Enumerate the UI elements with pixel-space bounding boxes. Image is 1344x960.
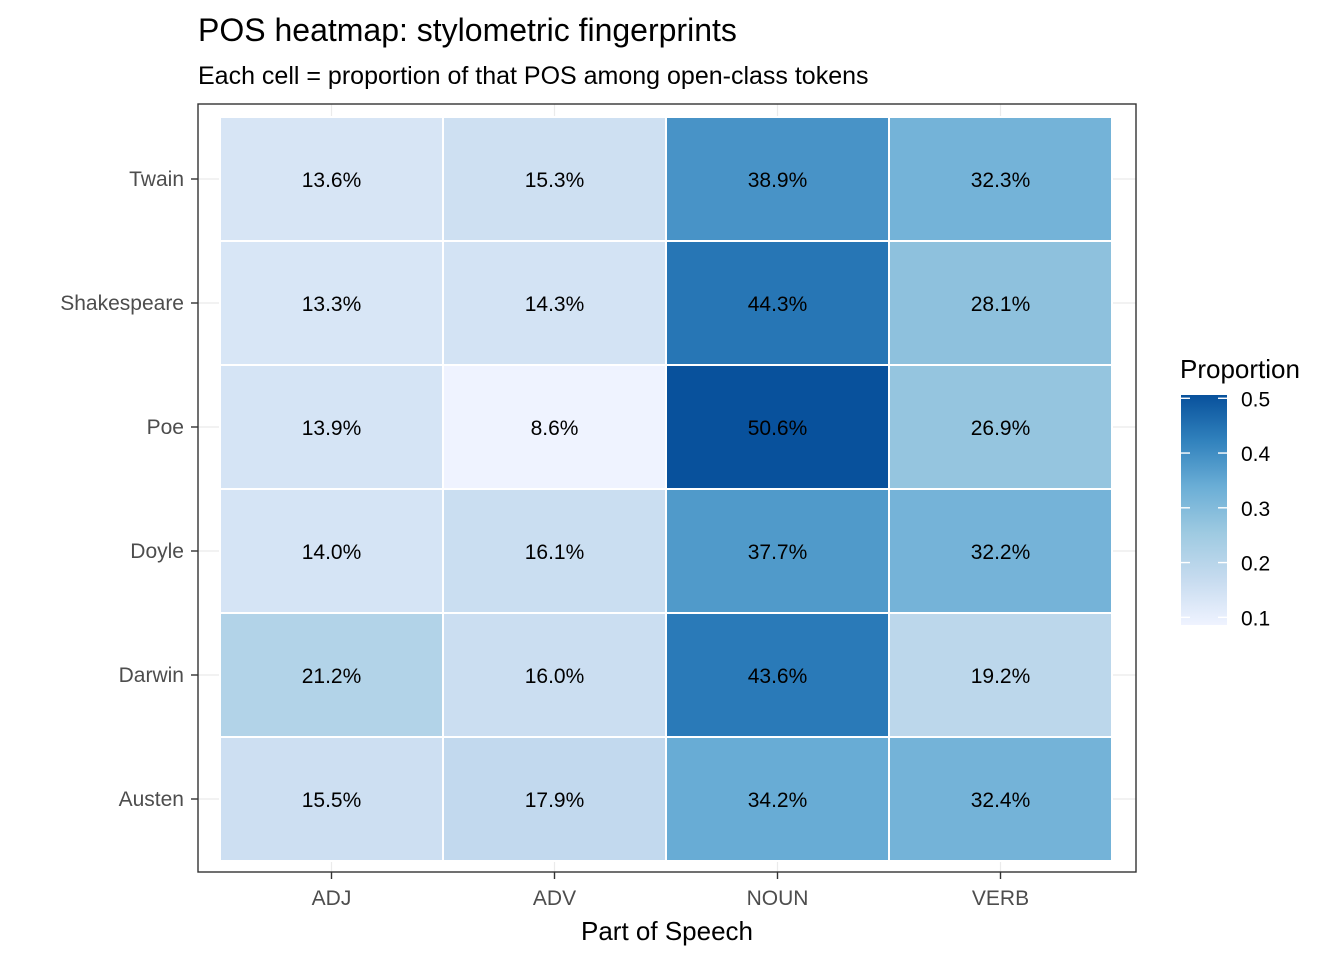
legend-tick-label: 0.2 (1241, 553, 1270, 576)
legend-colorbar (1181, 395, 1227, 625)
cell-value-label: 13.9% (302, 417, 362, 440)
legend-tick-label: 0.4 (1241, 443, 1271, 466)
cell-value-label: 13.3% (302, 293, 362, 316)
x-axis: ADJ ADV NOUN VERB (312, 872, 1029, 910)
cell-value-label: 15.5% (302, 789, 362, 812)
panel-border (197, 103, 1137, 873)
heatmap-cell-shakespeare-adv (442, 240, 667, 366)
heatmap-cells (219, 116, 1113, 862)
heatmap-cell-poe-adj (219, 364, 444, 490)
cell-value-label: 26.9% (971, 417, 1031, 440)
cell-value-label: 19.2% (971, 665, 1031, 688)
cell-value-label: 32.2% (971, 541, 1031, 564)
x-axis-title: Part of Speech (581, 916, 753, 946)
heatmap-cell-austen-verb (888, 736, 1113, 862)
y-axis-tick-label: Poe (147, 416, 184, 439)
heatmap-cell-darwin-adv (442, 612, 667, 738)
heatmap-cell-shakespeare-noun (665, 240, 890, 366)
cell-labels: 13.6% 15.3% 38.9% 32.3% 13.3% 14.3% 44.3% 28.1%… (302, 169, 1031, 812)
cell-value-label: 17.9% (525, 789, 585, 812)
heatmap-cell-darwin-verb (888, 612, 1113, 738)
heatmap-cell-doyle-adj (219, 488, 444, 614)
cell-value-label: 16.1% (525, 541, 585, 564)
cell-value-label: 37.7% (748, 541, 808, 564)
y-axis: Twain Shakespeare Poe Doyle Darwin Austen (60, 168, 198, 811)
heatmap-cell-doyle-noun (665, 488, 890, 614)
legend-tick-label: 0.1 (1241, 607, 1270, 630)
heatmap-cell-austen-adj (219, 736, 444, 862)
x-axis-tick-label: NOUN (747, 887, 809, 910)
legend: Proportion 0.1 0.2 0.3 0.4 0.5 (1180, 354, 1300, 630)
y-axis-tick-label: Austen (119, 788, 184, 811)
cell-value-label: 38.9% (748, 169, 808, 192)
cell-value-label: 43.6% (748, 665, 808, 688)
cell-value-label: 21.2% (302, 665, 362, 688)
chart-subtitle: Each cell = proportion of that POS among… (198, 62, 869, 90)
heatmap-cell-darwin-noun (665, 612, 890, 738)
cell-value-label: 13.6% (302, 169, 362, 192)
legend-title: Proportion (1180, 354, 1300, 384)
cell-value-label: 14.0% (302, 541, 362, 564)
y-axis-tick-label: Doyle (130, 540, 184, 563)
cell-value-label: 8.6% (531, 417, 579, 440)
cell-value-label: 28.1% (971, 293, 1031, 316)
x-axis-tick-label: VERB (972, 887, 1029, 910)
x-axis-tick-label: ADV (533, 887, 576, 910)
heatmap-cell-twain-adv (442, 116, 667, 242)
cell-value-label: 32.4% (971, 789, 1031, 812)
legend-tick-label: 0.5 (1241, 388, 1270, 411)
heatmap-cell-doyle-adv (442, 488, 667, 614)
cell-value-label: 14.3% (525, 293, 585, 316)
heatmap-cell-poe-noun (665, 364, 890, 490)
y-axis-tick-label: Darwin (119, 664, 184, 687)
chart-title: POS heatmap: stylometric fingerprints (198, 12, 737, 48)
heatmap-cell-shakespeare-verb (888, 240, 1113, 366)
heatmap-cell-poe-adv (442, 364, 667, 490)
heatmap-cell-doyle-verb (888, 488, 1113, 614)
cell-value-label: 34.2% (748, 789, 808, 812)
legend-tick-label: 0.3 (1241, 498, 1270, 521)
cell-value-label: 50.6% (748, 417, 808, 440)
y-axis-tick-label: Shakespeare (60, 292, 184, 315)
heatmap-cell-shakespeare-adj (219, 240, 444, 366)
cell-value-label: 32.3% (971, 169, 1031, 192)
heatmap-cell-austen-noun (665, 736, 890, 862)
cell-value-label: 16.0% (525, 665, 585, 688)
cell-value-label: 44.3% (748, 293, 808, 316)
x-axis-tick-label: ADJ (312, 887, 352, 910)
y-axis-tick-label: Twain (129, 168, 184, 191)
heatmap-cell-twain-verb (888, 116, 1113, 242)
heatmap-cell-poe-verb (888, 364, 1113, 490)
cell-value-label: 15.3% (525, 169, 585, 192)
